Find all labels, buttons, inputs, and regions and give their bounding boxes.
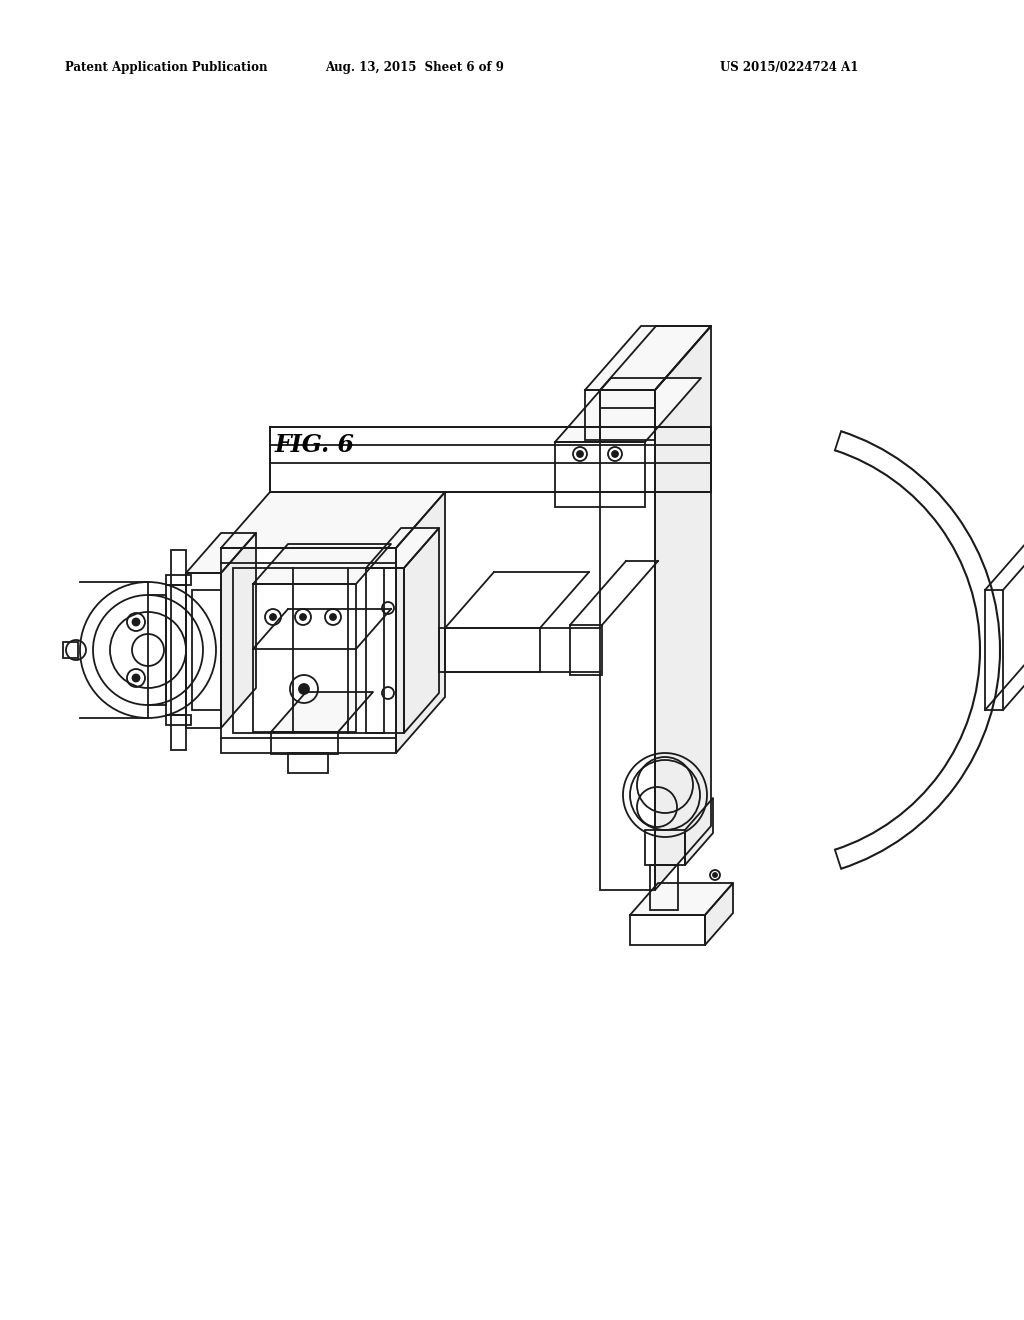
Bar [253, 583, 356, 733]
Bar [233, 568, 384, 733]
Text: FIG. 6: FIG. 6 [275, 433, 355, 457]
Polygon shape [271, 692, 373, 733]
Text: US 2015/0224724 A1: US 2015/0224724 A1 [720, 62, 858, 74]
Circle shape [132, 675, 139, 681]
Bar [288, 752, 328, 774]
Circle shape [330, 614, 336, 620]
Polygon shape [600, 326, 711, 389]
Bar [193, 590, 221, 710]
Bar [270, 426, 711, 492]
Polygon shape [404, 528, 439, 733]
Bar [645, 830, 685, 865]
Polygon shape [396, 492, 445, 752]
Bar [186, 573, 221, 729]
Bar [166, 585, 186, 715]
Circle shape [132, 619, 139, 626]
Polygon shape [685, 799, 713, 865]
Bar [271, 733, 338, 754]
Polygon shape [705, 883, 733, 945]
Bar [585, 389, 655, 440]
Bar [445, 628, 540, 672]
Bar [650, 865, 678, 909]
Polygon shape [253, 544, 391, 583]
Text: Patent Application Publication: Patent Application Publication [65, 62, 267, 74]
Polygon shape [555, 378, 701, 442]
Circle shape [300, 614, 306, 620]
Polygon shape [655, 326, 711, 890]
Circle shape [612, 451, 618, 457]
Polygon shape [186, 533, 256, 573]
Bar [570, 624, 602, 675]
Bar [600, 389, 655, 890]
Bar [171, 550, 186, 750]
Polygon shape [221, 533, 256, 729]
Polygon shape [221, 492, 445, 548]
Bar [366, 568, 404, 733]
Bar [221, 548, 396, 752]
Polygon shape [630, 883, 733, 915]
Text: Aug. 13, 2015  Sheet 6 of 9: Aug. 13, 2015 Sheet 6 of 9 [326, 62, 505, 74]
Bar [63, 642, 78, 657]
Polygon shape [585, 326, 711, 389]
Bar [630, 915, 705, 945]
Bar [166, 576, 191, 585]
Bar [148, 595, 166, 705]
Bar [985, 590, 1002, 710]
Polygon shape [366, 528, 439, 568]
Bar [166, 715, 191, 725]
Circle shape [270, 614, 276, 620]
Circle shape [577, 451, 583, 457]
Circle shape [713, 873, 717, 876]
Circle shape [299, 684, 309, 694]
Bar [555, 442, 645, 507]
